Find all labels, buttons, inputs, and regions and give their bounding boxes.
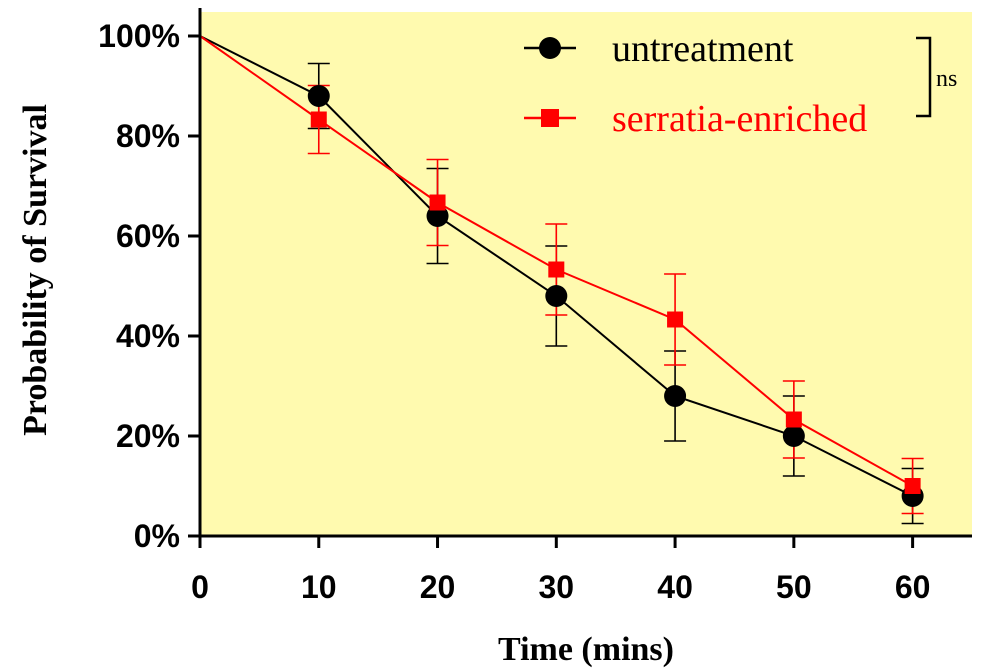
- y-tick-label: 40%: [116, 318, 180, 354]
- data-point-untreatment: [782, 425, 805, 447]
- y-tick-label: 80%: [116, 118, 180, 154]
- data-point-untreatment: [545, 285, 568, 307]
- data-point-serratia-enriched: [785, 411, 802, 428]
- x-tick-label: 60: [895, 569, 931, 605]
- legend: untreatment serratia-enriched: [524, 28, 867, 140]
- significance-bracket: ns: [916, 36, 957, 118]
- y-tick-label: 0%: [134, 518, 180, 554]
- x-axis-title: Time (mins): [498, 631, 674, 668]
- y-tick-label: 60%: [116, 218, 180, 254]
- x-tick-label: 30: [539, 569, 575, 605]
- y-axis-title: Probability of Survival: [17, 104, 54, 436]
- y-tick-label: 100%: [98, 18, 180, 54]
- legend-label-untreatment: untreatment: [612, 28, 794, 70]
- data-point-serratia-enriched: [548, 261, 565, 278]
- legend-marker-serratia: [541, 109, 559, 127]
- data-point-serratia-enriched: [310, 111, 327, 128]
- ticks: 0% 20% 40% 60% 80% 100% 0 10 20 30 40 50 60: [98, 18, 930, 605]
- x-tick-label: 40: [657, 569, 693, 605]
- x-tick-label: 20: [420, 569, 456, 605]
- y-tick-label: 20%: [116, 418, 180, 454]
- data-point-serratia-enriched: [429, 194, 446, 211]
- data-point-untreatment: [307, 85, 330, 107]
- x-tick-label: 50: [776, 569, 812, 605]
- axes: [198, 8, 972, 538]
- data-point-serratia-enriched: [904, 478, 921, 494]
- legend-label-serratia: serratia-enriched: [612, 98, 867, 140]
- x-tick-label: 0: [191, 569, 209, 605]
- series-markers: [307, 85, 924, 507]
- ns-annotation: ns: [936, 66, 957, 92]
- data-point-serratia-enriched: [667, 311, 684, 328]
- legend-marker-untreatment: [539, 37, 561, 59]
- data-point-untreatment: [664, 385, 687, 407]
- x-tick-label: 10: [301, 569, 337, 605]
